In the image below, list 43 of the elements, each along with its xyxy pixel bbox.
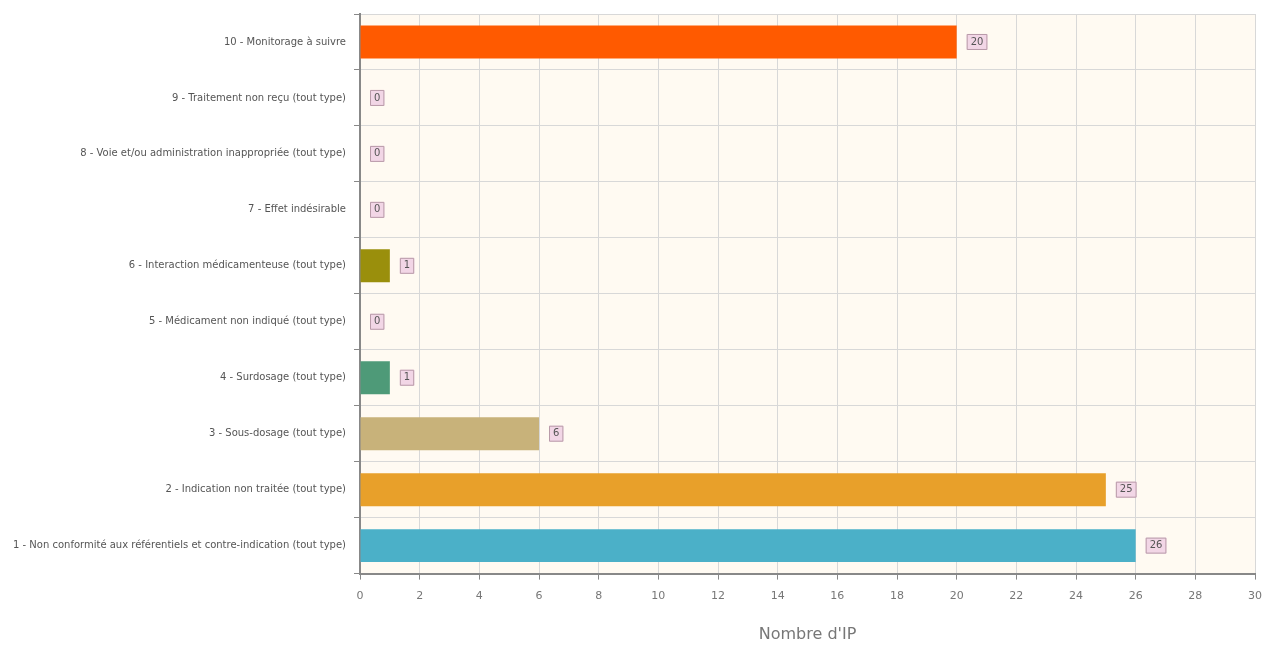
y-tick-label: 7 - Effet indésirable (248, 203, 347, 215)
data-label: 20 (970, 35, 984, 47)
y-tick-label: 5 - Médicament non indiqué (tout type) (148, 315, 347, 327)
data-label: 26 (1149, 539, 1163, 551)
x-tick-label: 20 (949, 589, 964, 603)
y-tick-label: 9 - Traitement non reçu (tout type) (171, 91, 347, 103)
y-tick-label: 6 - Interaction médicamenteuse (tout type) (128, 259, 347, 271)
data-label: 0 (374, 203, 381, 215)
x-tick-label: 24 (1069, 589, 1084, 603)
x-tick-label: 0 (356, 589, 364, 603)
x-tick-label: 14 (770, 589, 785, 603)
y-tick-label: 8 - Voie et/ou administration inappropriée (tout type) (80, 147, 347, 159)
x-tick-label: 10 (651, 589, 666, 603)
bar (360, 361, 390, 395)
bar (360, 473, 1106, 507)
bar (360, 529, 1136, 563)
x-tick-label: 6 (535, 589, 543, 603)
y-tick-label: 3 - Sous-dosage (tout type) (208, 427, 347, 439)
x-tick-label: 12 (711, 589, 726, 603)
x-tick-label: 22 (1009, 589, 1024, 603)
data-label: 6 (553, 427, 560, 439)
bar (360, 25, 957, 59)
x-tick-label: 16 (830, 589, 845, 603)
x-tick-label: 8 (595, 589, 603, 603)
x-tick-label: 30 (1248, 589, 1262, 603)
data-label: 1 (403, 259, 411, 271)
x-axis-title: Nombre d'IP (758, 623, 857, 643)
y-tick-label: 2 - Indication non traitée (tout type) (165, 483, 347, 495)
x-tick-label: 18 (890, 589, 905, 603)
y-tick-label: 10 - Monitorage à suivre (223, 35, 347, 47)
y-tick-label: 4 - Surdosage (tout type) (219, 371, 347, 383)
data-label: 1 (403, 371, 411, 383)
x-tick-label: 26 (1128, 589, 1143, 603)
data-label: 0 (374, 315, 381, 327)
x-tick-label: 4 (475, 589, 483, 603)
x-tick-label: 2 (416, 589, 424, 603)
y-tick-label: 1 - Non conformité aux référentiels et contre-indication (tout type) (12, 539, 347, 551)
data-label: 0 (374, 147, 381, 159)
bar (360, 417, 540, 451)
data-label: 0 (374, 91, 381, 103)
data-label: 25 (1119, 483, 1133, 495)
bar (360, 249, 390, 283)
x-tick-label: 28 (1188, 589, 1203, 603)
